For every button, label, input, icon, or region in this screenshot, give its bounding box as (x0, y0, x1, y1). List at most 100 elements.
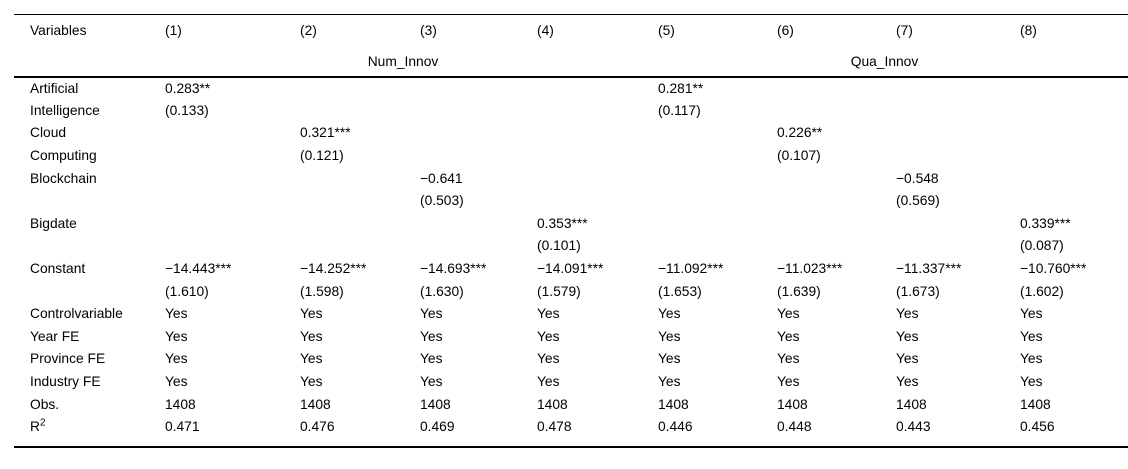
row-label (14, 280, 165, 303)
table-cell: Yes (658, 374, 681, 390)
table-cell: −0.641 (420, 170, 463, 186)
table-cell (537, 144, 658, 167)
table-cell: Yes (300, 351, 323, 367)
table-cell (777, 99, 896, 122)
table-cell (658, 122, 777, 145)
table-cell: 0.283** (165, 80, 211, 96)
table-cell: Yes (300, 328, 323, 344)
table-row: (1.610) (1.598) (1.630) (1.579) (1.653) (1.63… (14, 280, 1128, 303)
table-row: Cloud 0.321*** 0.226** (14, 122, 1128, 145)
table-cell (777, 235, 896, 258)
table-header: Variables (1) (2) (3) (4) (5) (6) (7) (8… (14, 15, 1128, 77)
table-row: Bigdate 0.353*** 0.339*** (14, 212, 1128, 235)
table-cell: (0.569) (896, 193, 940, 209)
table-cell: (1.630) (420, 283, 464, 299)
row-label: Artificial (30, 80, 79, 96)
table-cell: (0.101) (537, 238, 581, 254)
table-cell (420, 99, 537, 122)
row-label: Province FE (30, 351, 106, 367)
table-cell (165, 189, 300, 212)
table-cell (1020, 77, 1128, 100)
row-label: Constant (30, 261, 86, 277)
table-cell (300, 212, 420, 235)
table-cell (300, 235, 420, 258)
table-cell: Yes (896, 306, 919, 322)
table-cell: 1408 (658, 396, 689, 412)
table-cell (420, 77, 537, 100)
row-label (14, 189, 165, 212)
table-row: Artificial 0.283** 0.281** (14, 77, 1128, 100)
table-cell: Yes (658, 351, 681, 367)
table-cell: −14.091*** (537, 261, 604, 277)
column-header-5: (5) (658, 23, 675, 39)
table-cell: Yes (658, 306, 681, 322)
table-cell: 0.226** (777, 125, 823, 141)
table-cell: (1.602) (1020, 283, 1064, 299)
table-cell: (0.087) (1020, 238, 1064, 254)
table-cell (420, 235, 537, 258)
table-row: Obs. 1408 1408 1408 1408 1408 1408 1408 1408 (14, 393, 1128, 416)
table-cell: 1408 (537, 396, 568, 412)
table-cell: −14.693*** (420, 261, 487, 277)
table-cell (1020, 189, 1128, 212)
table-cell (896, 77, 1020, 100)
table-cell (537, 122, 658, 145)
table-row: Industry FE Yes Yes Yes Yes Yes Yes Yes Yes (14, 370, 1128, 393)
table-cell: 1408 (420, 396, 451, 412)
row-label: Controlvariable (30, 306, 123, 322)
table-cell: (1.673) (896, 283, 940, 299)
table-cell (165, 144, 300, 167)
row-label (14, 235, 165, 258)
row-label: Cloud (30, 125, 67, 141)
table-cell (420, 212, 537, 235)
table-row: (0.101) (0.087) (14, 235, 1128, 258)
table-cell: (0.121) (300, 148, 344, 164)
table-cell: (0.133) (165, 102, 209, 118)
table-row: (0.503) (0.569) (14, 189, 1128, 212)
table-cell: Yes (420, 351, 443, 367)
table-cell: 1408 (777, 396, 808, 412)
table-cell (1020, 122, 1128, 145)
table-cell (300, 189, 420, 212)
table-cell (420, 122, 537, 145)
table-footer-spacer (14, 438, 1128, 447)
table-cell (300, 167, 420, 190)
table-row: Computing (0.121) (0.107) (14, 144, 1128, 167)
table-cell: Yes (537, 351, 560, 367)
table-cell: Yes (420, 306, 443, 322)
table-cell (537, 99, 658, 122)
table-cell (1020, 167, 1128, 190)
table-cell: Yes (165, 374, 188, 390)
table-cell: Yes (777, 351, 800, 367)
table-cell: Yes (165, 306, 188, 322)
table-cell (896, 122, 1020, 145)
table-cell: 1408 (300, 396, 331, 412)
table-cell: 1408 (896, 396, 927, 412)
table-cell: Yes (896, 374, 919, 390)
table-cell: (1.598) (300, 283, 344, 299)
table-cell (1020, 144, 1128, 167)
table-cell: Yes (420, 328, 443, 344)
table-cell (537, 167, 658, 190)
table-cell: −14.252*** (300, 261, 367, 277)
table-cell: 0.469 (420, 419, 455, 435)
table-cell (658, 144, 777, 167)
row-label-superscript: 2 (39, 417, 46, 429)
row-label: R2 (30, 417, 46, 435)
table-cell (896, 144, 1020, 167)
table-cell: 0.478 (537, 419, 572, 435)
table-cell: (1.579) (537, 283, 581, 299)
table-cell: −0.548 (896, 170, 939, 186)
table-cell: 0.281** (658, 80, 704, 96)
table-cell: 1408 (1020, 396, 1051, 412)
table-cell (896, 99, 1020, 122)
table-cell: 0.456 (1020, 419, 1055, 435)
table-row: Blockchain −0.641 −0.548 (14, 167, 1128, 190)
table-cell (658, 167, 777, 190)
table-cell: Yes (777, 374, 800, 390)
table-row: Constant −14.443*** −14.252*** −14.693*** −1… (14, 257, 1128, 280)
group-header-qua-innov: Qua_Innov (850, 53, 919, 69)
table-cell: Yes (1020, 351, 1043, 367)
column-header-6: (6) (777, 23, 794, 39)
table-cell (165, 235, 300, 258)
